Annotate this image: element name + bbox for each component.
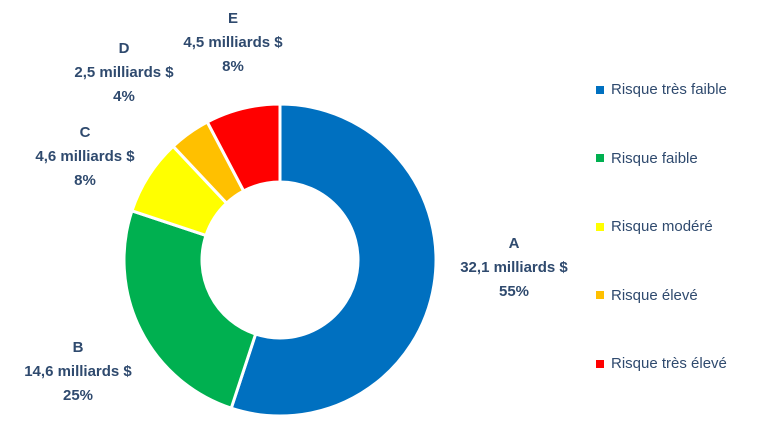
slice-percent-c: 8%: [74, 172, 96, 189]
legend-swatch-orange: [596, 291, 604, 299]
slice-category-b: B: [72, 339, 84, 356]
slice-label-c: C 4,6 milliards $ 8%: [35, 121, 134, 193]
legend-item-modere: Risque modéré: [596, 215, 727, 238]
legend-swatch-blue: [596, 85, 604, 94]
slice-b: [122, 209, 258, 410]
slice-amount-c: 4,6 milliards $: [35, 148, 135, 165]
slice-a: [229, 102, 438, 418]
legend-item-eleve: Risque élevé: [596, 284, 727, 307]
slice-label-d: D 2,5 milliards $ 4%: [74, 37, 173, 109]
slice-category-d: D: [118, 40, 130, 57]
slice-percent-a: 55%: [498, 283, 530, 300]
legend-item-tres-faible: Risque très faible: [596, 78, 727, 101]
slice-percent-b: 25%: [62, 387, 94, 404]
slice-category-c: C: [79, 124, 91, 141]
legend-item-tres-eleve: Risque très élevé: [596, 352, 727, 375]
slice-category-a: A: [508, 235, 520, 252]
slice-category-e: E: [227, 10, 239, 27]
slice-label-a: A 32,1 milliards $ 55%: [460, 232, 568, 304]
legend-item-faible: Risque faible: [596, 147, 727, 170]
legend-label: Risque faible: [611, 149, 698, 167]
legend-swatch-green: [596, 154, 604, 162]
legend-label: Risque modéré: [611, 218, 713, 235]
slice-percent-d: 4%: [113, 88, 135, 105]
legend-swatch-yellow: [596, 222, 604, 231]
slice-amount-b: 14,6 milliards $: [24, 363, 132, 380]
slice-amount-d: 2,5 milliards $: [74, 64, 174, 81]
slice-e: [205, 102, 282, 193]
legend-label: Risque très faible: [611, 81, 727, 98]
chart-legend: Risque très faible Risque faible Risque …: [596, 78, 727, 421]
slice-amount-e: 4,5 milliards $: [183, 34, 283, 51]
legend-label: Risque très élevé: [611, 355, 727, 372]
legend-label: Risque élevé: [611, 286, 698, 304]
slice-label-e: E 4,5 milliards $ 8%: [183, 7, 282, 79]
slice-label-b: B 14,6 milliards $ 25%: [24, 336, 132, 408]
slice-amount-a: 32,1 milliards $: [460, 259, 568, 276]
legend-swatch-red: [596, 359, 604, 368]
slice-percent-e: 8%: [222, 58, 244, 75]
